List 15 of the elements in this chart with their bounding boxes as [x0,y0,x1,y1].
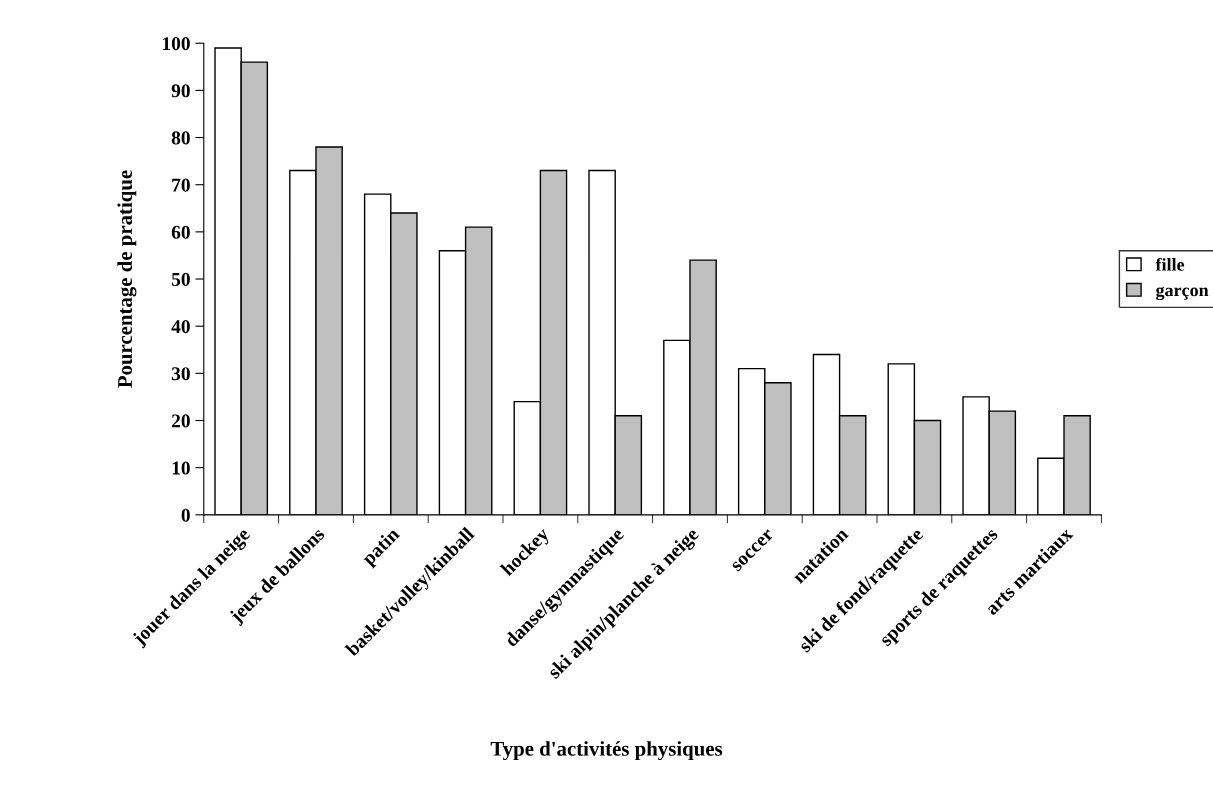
y-tick-label: 40 [171,320,190,334]
y-tick-label: 80 [171,131,190,145]
y-tick-label: 50 [171,272,190,286]
y-tick-label: 0 [181,508,190,522]
x-axis-title: Type d'activités physiques [490,741,723,761]
y-tick-label: 70 [172,178,190,192]
y-axis-title: Pourcentage de pratique [117,170,137,388]
y-tick-label: 90 [171,84,190,98]
y-tick-label: 30 [171,367,190,381]
y-tick-label: 100 [162,37,190,51]
y-tick-label: 60 [171,225,190,239]
legend-label: garçon [1156,286,1209,301]
legend-label: fille [1155,257,1185,271]
y-tick-label: 20 [171,414,190,428]
y-tick-label: 10 [172,461,190,475]
